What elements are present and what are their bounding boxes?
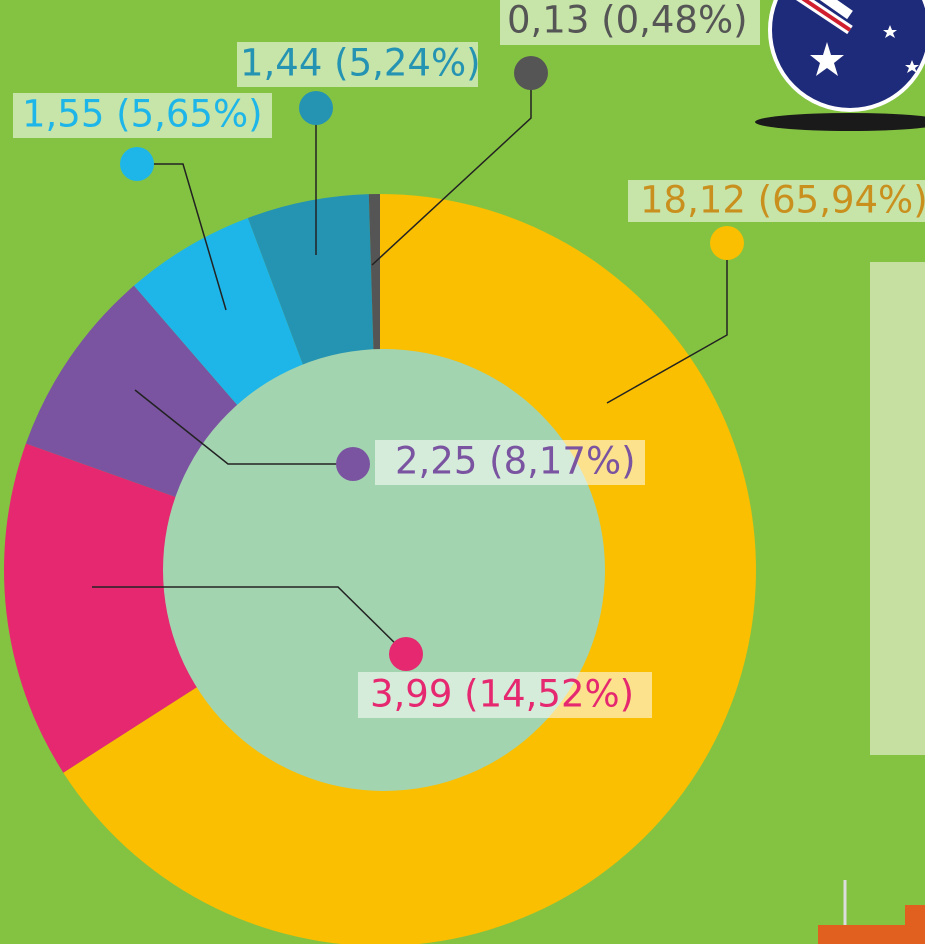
data-label: 1,44 (5,24%) [240, 42, 481, 85]
label-dot [299, 91, 333, 125]
label-dot [120, 147, 154, 181]
data-label: 1,55 (5,65%) [22, 93, 263, 136]
label-dot [389, 637, 423, 671]
data-label: 3,99 (14,52%) [370, 673, 634, 716]
infographic: 18,12 (65,94%) 3,99 (14,52%) 2,25 (8,17%) 1… [0, 0, 925, 944]
label-dot [336, 447, 370, 481]
side-panel [870, 262, 925, 755]
label-dot [514, 56, 548, 90]
data-label: 2,25 (8,17%) [395, 440, 636, 483]
label-dot [710, 226, 744, 260]
donut-hole [163, 349, 605, 791]
data-label: 18,12 (65,94%) [640, 179, 925, 222]
data-label: 0,13 (0,48%) [507, 0, 748, 42]
